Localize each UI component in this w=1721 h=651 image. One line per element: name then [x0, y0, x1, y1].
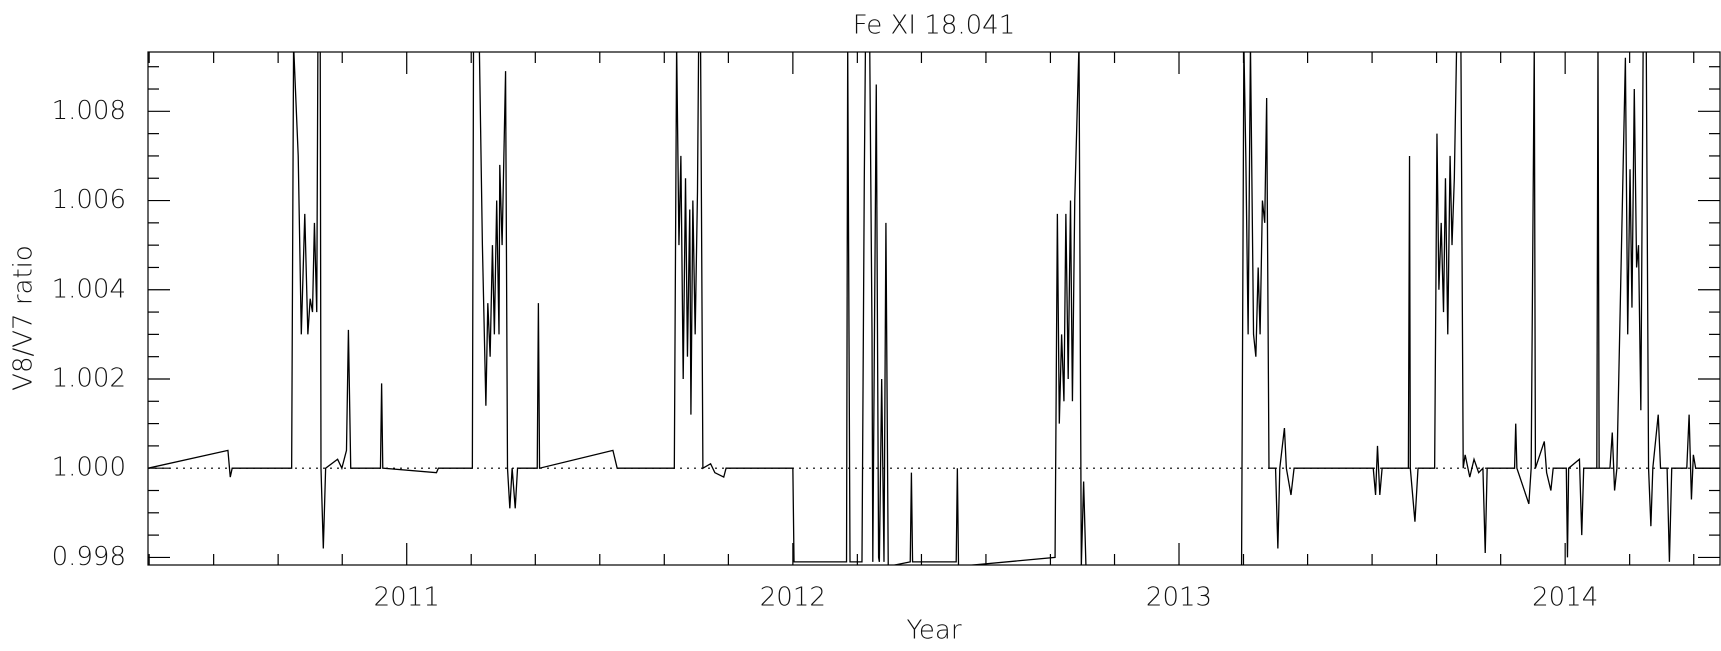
plot-frame: [147, 51, 1721, 566]
y-tick-label: 0.998: [52, 542, 126, 572]
y-tick-label: 1.000: [52, 453, 126, 483]
y-tick-label: 1.006: [52, 185, 126, 215]
x-tick-label: 2013: [1146, 583, 1212, 613]
y-axis-label: V8/V7 ratio: [9, 245, 39, 391]
chart-title: Fe XI 18.041: [853, 11, 1016, 41]
x-tick-label: 2011: [374, 583, 440, 613]
data-line: [148, 52, 1720, 565]
y-tick-label: 1.004: [52, 274, 126, 304]
y-tick-label: 1.008: [52, 96, 126, 126]
x-axis-label: Year: [906, 616, 961, 646]
x-tick-label: 2014: [1532, 583, 1598, 613]
y-tick-label: 1.002: [52, 363, 126, 393]
x-tick-label: 2012: [760, 583, 826, 613]
